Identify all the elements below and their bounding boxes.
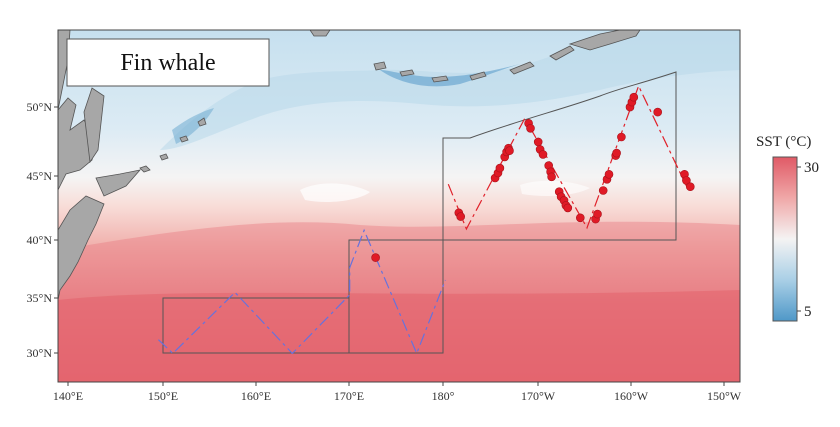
sighting-point [505, 146, 514, 155]
aleutian-island [399, 69, 415, 77]
aleutian-island [373, 61, 387, 71]
sighting-point [612, 148, 621, 158]
y-tick-label: 35°N [27, 291, 53, 305]
sighting-point [604, 170, 614, 179]
okhotsk-cold-patch [172, 108, 214, 144]
sighting-point [371, 253, 380, 262]
sighting-point [653, 107, 663, 117]
x-tick-label: 170°E [334, 389, 364, 403]
missing-data-patch [300, 183, 370, 203]
sighting-point [617, 132, 626, 142]
sighting-point [685, 182, 695, 191]
x-tick-label: 170°W [521, 389, 556, 403]
sighting-point [547, 172, 556, 182]
alaska-peninsula [568, 30, 641, 51]
sighting-point [526, 124, 535, 133]
x-tick-label: 150°W [707, 389, 742, 403]
sighting-point [682, 176, 691, 185]
y-tick-label: 40°N [27, 233, 53, 247]
kuril-island [139, 165, 151, 173]
aleutian-island [509, 61, 535, 75]
kuril-island [179, 135, 189, 143]
y-axis: 50°N 45°N 40°N 35°N 30°N [27, 100, 58, 360]
sighting-point [495, 163, 505, 173]
missing-data-patch [520, 180, 590, 196]
kuril-island [159, 153, 169, 161]
sst-colorbar: SST (°C) 30 5 [756, 134, 819, 322]
x-axis: 140°E 150°E 160°E 170°E 180° 170°W 160°W… [53, 382, 742, 403]
bering-coast [309, 30, 331, 37]
sst-field [58, 30, 740, 382]
sighting-point [598, 186, 608, 195]
aleutian-cold-patch [380, 64, 520, 87]
x-tick-label: 140°E [53, 389, 83, 403]
sighting-point [533, 137, 543, 147]
sighting-point [563, 203, 573, 213]
aleutian-island [549, 45, 575, 61]
aleutian-island [469, 71, 487, 81]
y-tick-label: 45°N [27, 169, 53, 183]
subtropical-warm-band [58, 290, 740, 382]
survey-box-east [442, 71, 677, 241]
x-tick-label: 160°W [614, 389, 649, 403]
x-tick-label: 180° [432, 389, 455, 403]
survey-box-central [348, 239, 444, 354]
trackline-west [157, 228, 446, 355]
aleutian-island [431, 75, 449, 83]
sighting-point [629, 92, 639, 102]
sighting-point [538, 150, 548, 159]
sighting-point [593, 209, 602, 219]
trackline-east [447, 84, 688, 231]
sighting-point [575, 213, 585, 223]
japan-honshu [58, 195, 105, 301]
x-tick-label: 160°E [241, 389, 271, 403]
figure-title: Fin whale [120, 50, 215, 76]
title-box-border [66, 38, 270, 87]
sighting-point [456, 212, 466, 221]
colorbar-min-label: 5 [804, 304, 812, 320]
colorbar-gradient [772, 156, 798, 322]
colorbar-title: SST (°C) [756, 134, 811, 150]
hokkaido [95, 169, 142, 197]
y-tick-label: 50°N [27, 100, 53, 114]
sightings-layer [371, 92, 695, 262]
y-tick-label: 30°N [27, 346, 53, 360]
colorbar-max-label: 30 [804, 160, 819, 176]
plot-frame [57, 29, 741, 383]
sakhalin [83, 87, 105, 164]
cold-water-band [160, 30, 740, 150]
x-tick-label: 150°E [148, 389, 178, 403]
survey-boxes [162, 71, 677, 354]
kuril-island [197, 117, 207, 127]
warm-water-band [58, 221, 740, 382]
title-box: Fin whale [66, 38, 270, 87]
